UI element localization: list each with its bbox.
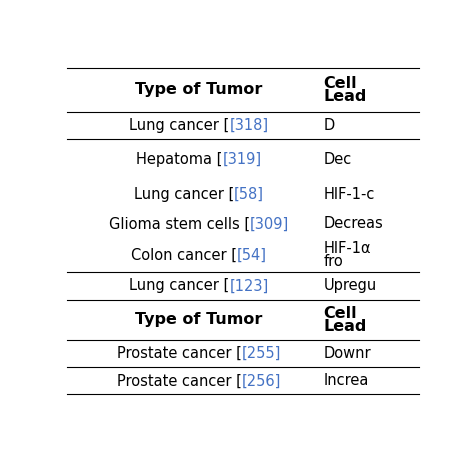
- Text: HIF-1α: HIF-1α: [324, 241, 371, 256]
- Text: Type of Tumor: Type of Tumor: [135, 82, 263, 97]
- Text: Dec: Dec: [324, 152, 352, 166]
- Text: D: D: [324, 118, 335, 133]
- Text: Lead: Lead: [324, 319, 367, 334]
- Text: [309]: [309]: [250, 216, 289, 231]
- Text: Cell: Cell: [324, 76, 357, 91]
- Text: HIF-1-c: HIF-1-c: [324, 187, 375, 202]
- Text: Downr: Downr: [324, 346, 371, 361]
- Text: Glioma stem cells [: Glioma stem cells [: [109, 216, 250, 231]
- Text: Lead: Lead: [324, 89, 367, 104]
- Text: [255]: [255]: [242, 346, 281, 361]
- Text: Type of Tumor: Type of Tumor: [135, 312, 263, 327]
- Text: Decreas: Decreas: [324, 216, 383, 231]
- Text: Hepatoma [: Hepatoma [: [136, 152, 222, 166]
- Text: Lung cancer [: Lung cancer [: [129, 118, 229, 133]
- Text: [58]: [58]: [234, 187, 264, 202]
- Text: fro: fro: [324, 254, 344, 269]
- Text: Cell: Cell: [324, 306, 357, 320]
- Text: [256]: [256]: [242, 374, 281, 388]
- Text: [54]: [54]: [237, 247, 267, 263]
- Text: Upregu: Upregu: [324, 278, 377, 293]
- Text: [318]: [318]: [229, 118, 269, 133]
- Text: Prostate cancer [: Prostate cancer [: [117, 374, 242, 388]
- Text: [123]: [123]: [229, 278, 269, 293]
- Text: [319]: [319]: [222, 152, 262, 166]
- Text: Lung cancer [: Lung cancer [: [134, 187, 234, 202]
- Text: Prostate cancer [: Prostate cancer [: [117, 346, 242, 361]
- Text: Increa: Increa: [324, 374, 369, 388]
- Text: Lung cancer [: Lung cancer [: [129, 278, 229, 293]
- Text: Colon cancer [: Colon cancer [: [131, 247, 237, 263]
